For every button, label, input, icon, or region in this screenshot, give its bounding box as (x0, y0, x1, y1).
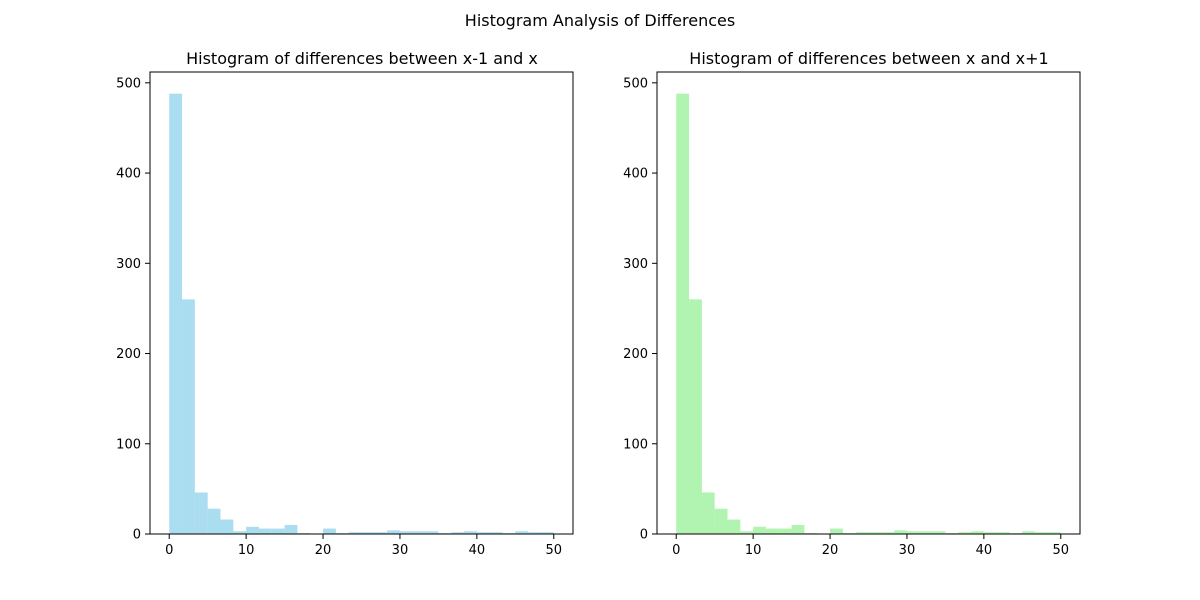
histogram-bar (284, 524, 298, 534)
histogram-bar (765, 528, 779, 534)
histogram-bar (727, 519, 741, 534)
histogram-bar (791, 524, 805, 534)
subplot-right: Histogram of differences between x and x… (623, 49, 1081, 558)
histogram-bar (1022, 531, 1036, 534)
histogram-bar (714, 508, 728, 534)
y-tick-label: 100 (116, 437, 141, 452)
histogram-bar (676, 93, 690, 534)
y-tick-label: 300 (116, 257, 141, 272)
histogram-bar (919, 531, 933, 534)
x-tick-label: 50 (1052, 543, 1069, 558)
histogram-bar (387, 530, 400, 534)
histogram-bar (906, 531, 920, 534)
x-tick-label: 20 (822, 543, 839, 558)
histogram-bar (169, 93, 183, 534)
histogram-bar (361, 532, 375, 534)
histogram-bar (778, 528, 792, 534)
y-tick-label: 500 (116, 76, 141, 91)
histogram-bar (1035, 532, 1048, 534)
y-tick-label: 300 (623, 257, 648, 272)
subplot-title-right: Histogram of differences between x and x… (689, 49, 1048, 68)
y-tick-label: 100 (623, 437, 648, 452)
histogram-bar (689, 299, 702, 534)
x-tick-label: 10 (238, 543, 255, 558)
histogram-bar (958, 532, 972, 534)
x-tick-label: 40 (976, 543, 993, 558)
y-tick-label: 0 (133, 528, 141, 543)
histogram-bar (348, 532, 362, 534)
histogram-bar (515, 531, 529, 534)
histogram-bar (489, 532, 503, 534)
y-tick-label: 400 (116, 167, 141, 182)
histogram-bar (374, 532, 388, 534)
y-tick-label: 200 (116, 347, 141, 362)
axes-frame-left (149, 71, 574, 535)
histogram-bar (701, 492, 715, 534)
x-tick-label: 10 (745, 543, 762, 558)
histogram-bar (412, 531, 426, 534)
histogram-bar (932, 531, 946, 534)
histogram-bar (399, 531, 413, 534)
histogram-bar (220, 519, 234, 534)
histogram-bar (753, 526, 766, 534)
histogram-bar (194, 492, 208, 534)
histogram-bar (830, 528, 843, 534)
histogram-bar (983, 532, 997, 534)
histogram-bar (207, 508, 221, 534)
bars-left (169, 93, 554, 534)
histogram-bar (464, 531, 477, 534)
y-tick-label: 200 (623, 347, 648, 362)
histogram-bar (881, 532, 895, 534)
x-tick-label: 0 (672, 543, 680, 558)
histogram-bar (1047, 532, 1061, 534)
x-tick-label: 20 (315, 543, 332, 558)
histogram-bar (425, 531, 439, 534)
histogram-bar (894, 530, 907, 534)
histogram-bar (740, 531, 754, 534)
y-tick-label: 400 (623, 167, 648, 182)
histogram-bar (271, 528, 285, 534)
histogram-bar (182, 299, 195, 534)
x-tick-label: 40 (469, 543, 486, 558)
histogram-bar (528, 532, 541, 534)
bars-right (676, 93, 1061, 534)
x-tick-label: 30 (899, 543, 916, 558)
histogram-bar (451, 532, 465, 534)
histogram-bar (476, 532, 490, 534)
figure-suptitle: Histogram Analysis of Differences (465, 11, 735, 30)
histogram-bar (246, 526, 259, 534)
y-tick-label: 0 (640, 528, 648, 543)
subplot-left: Histogram of differences between x-1 and… (116, 49, 574, 558)
axes-frame-right (656, 71, 1081, 535)
histogram-bar (996, 532, 1010, 534)
x-tick-label: 30 (392, 543, 409, 558)
x-tick-label: 0 (165, 543, 173, 558)
histogram-bar (868, 532, 882, 534)
y-tick-label: 500 (623, 76, 648, 91)
histogram-bar (258, 528, 272, 534)
subplot-title-left: Histogram of differences between x-1 and… (186, 49, 538, 68)
histogram-bar (540, 532, 554, 534)
x-tick-label: 50 (545, 543, 562, 558)
histogram-bar (855, 532, 869, 534)
histogram-bar (323, 528, 336, 534)
histogram-bar (971, 531, 984, 534)
histogram-bar (233, 531, 247, 534)
